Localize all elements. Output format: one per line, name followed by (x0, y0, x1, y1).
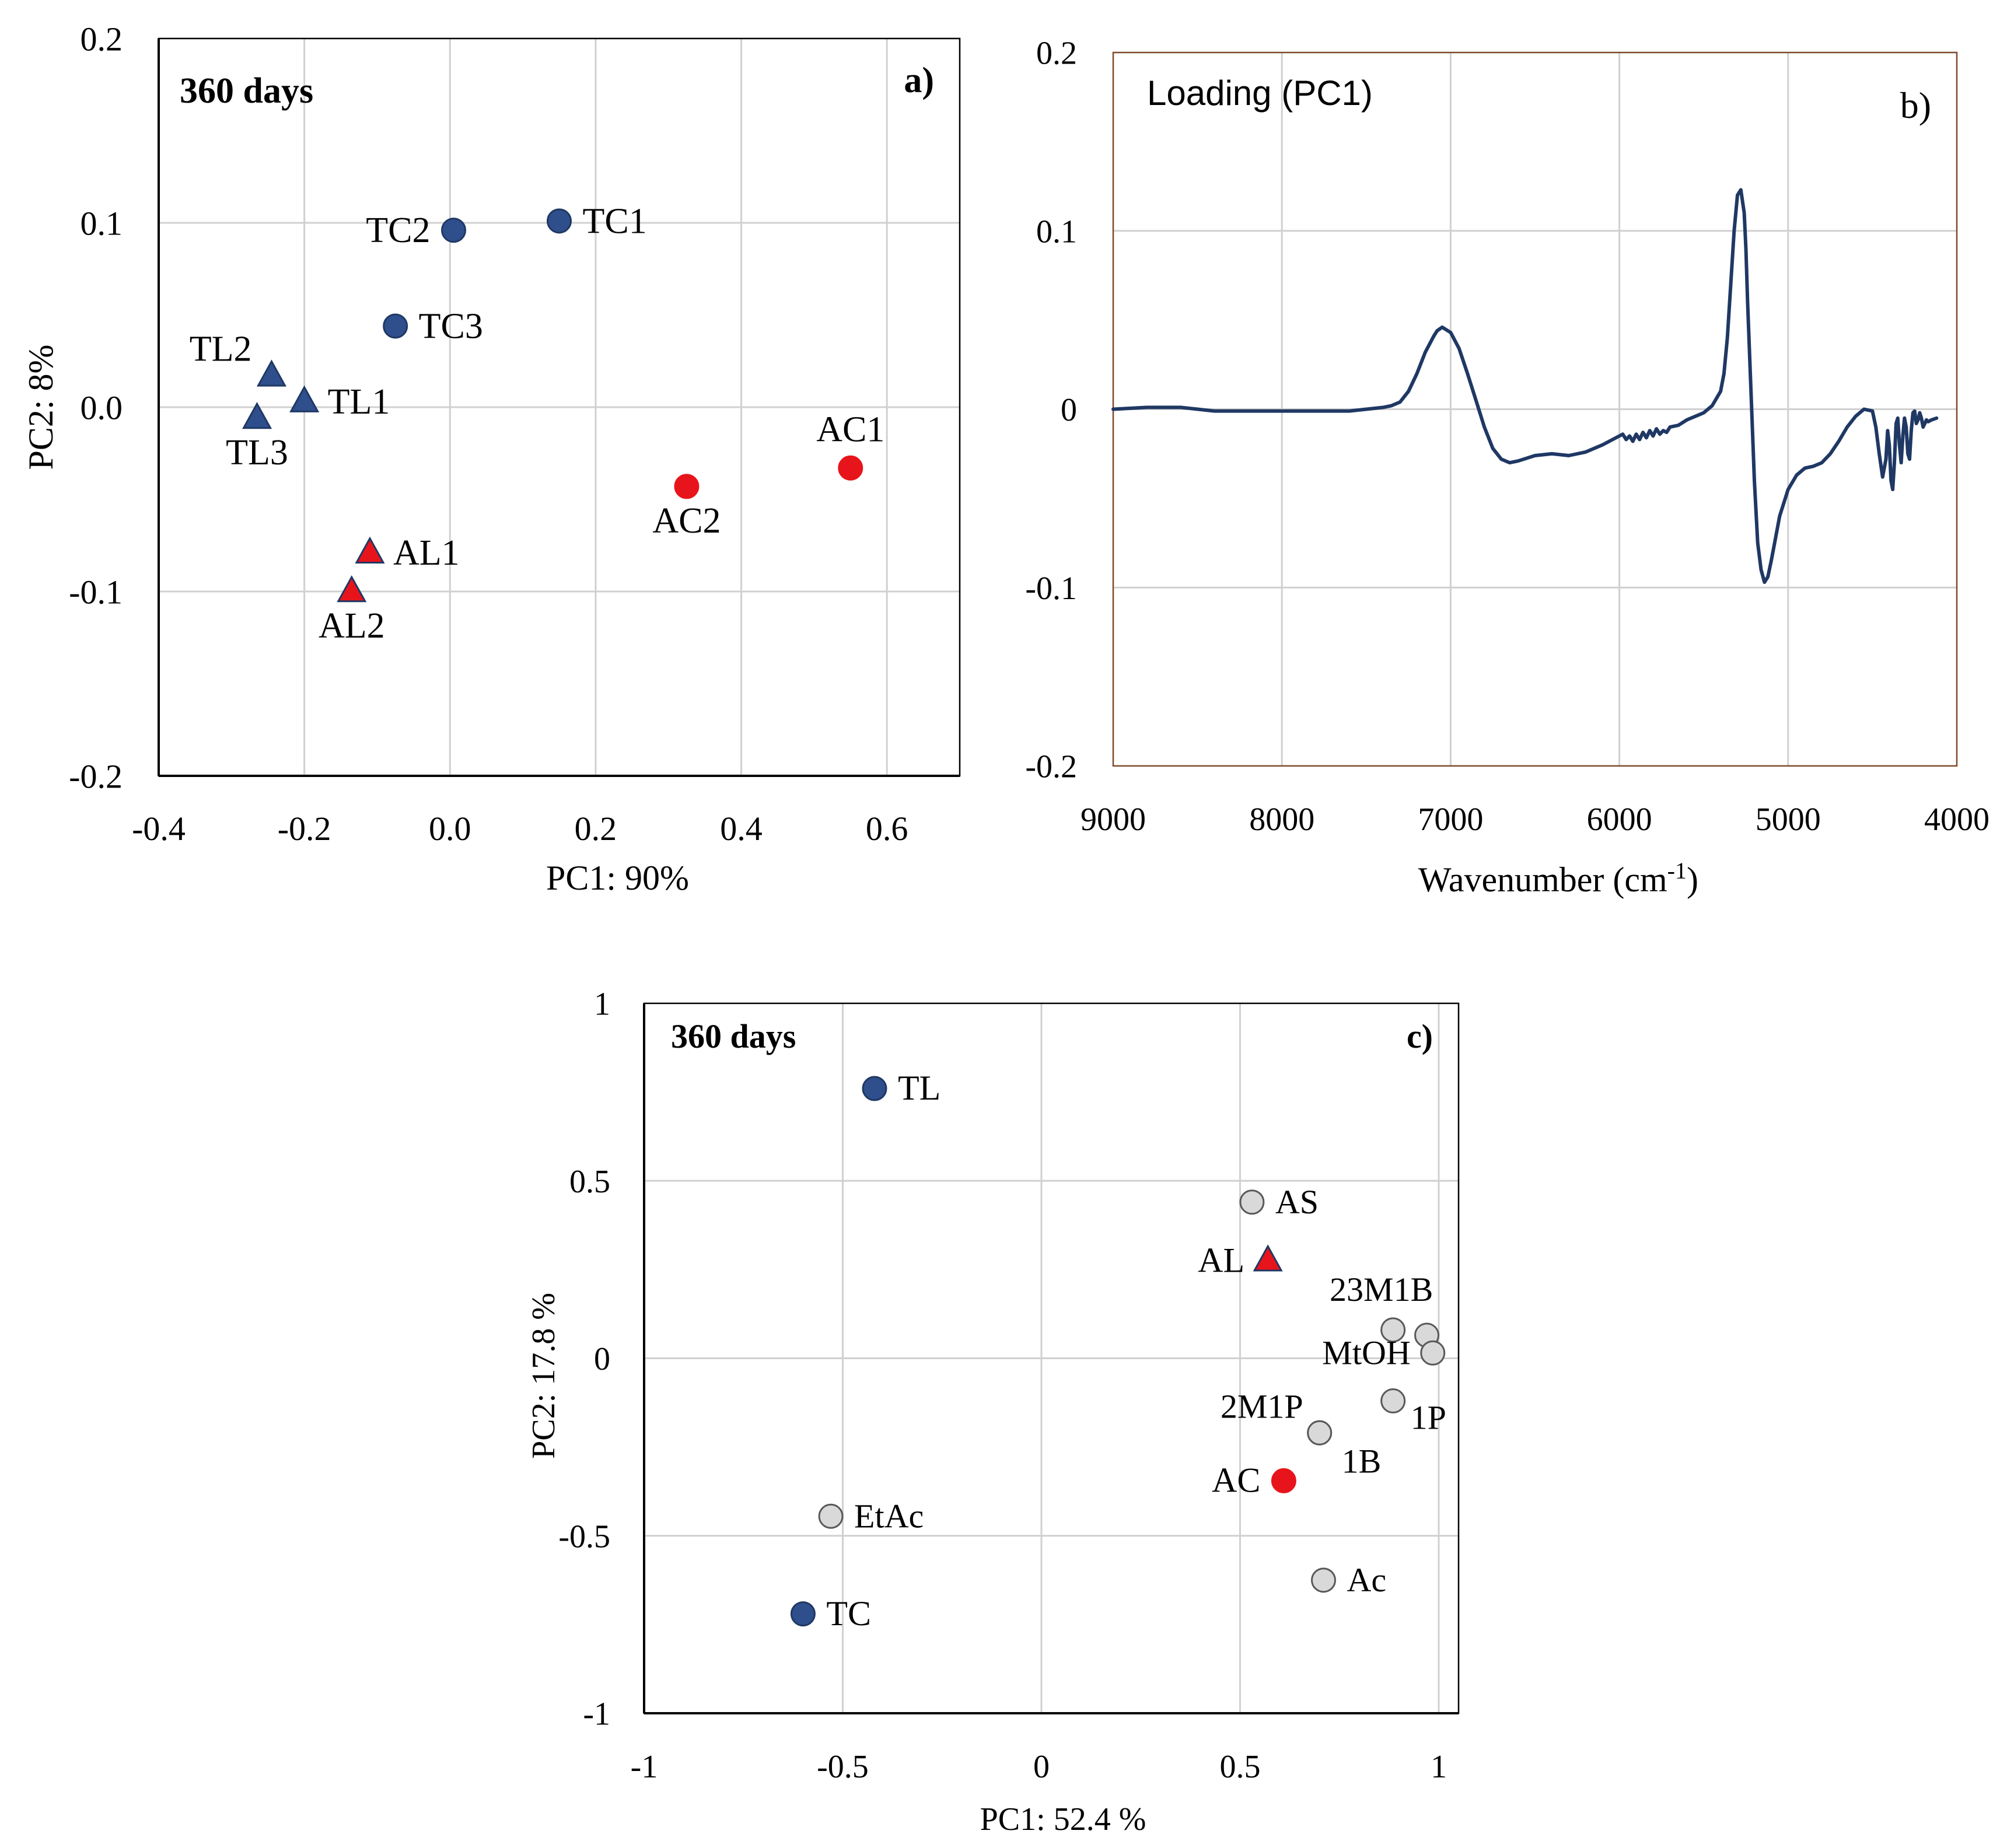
y-tick-label: 0.5 (569, 1164, 610, 1200)
y-tick-label: 0.1 (81, 204, 123, 242)
point-label: 1B (1342, 1442, 1382, 1480)
point-label: AC1 (816, 410, 884, 449)
x-axis-title-main: Wavenumber (cm (1418, 860, 1667, 899)
data-point-triangle (337, 575, 367, 603)
data-point-triangle (256, 359, 287, 387)
point-label: TC1 (583, 201, 647, 241)
x-tick-label: -0.2 (278, 810, 331, 848)
x-tick-label: -0.5 (817, 1749, 869, 1785)
y-tick-label: 0.2 (1036, 36, 1077, 72)
point-label: AL2 (319, 606, 385, 646)
x-tick-label: 4000 (1924, 802, 1989, 838)
x-tick-label: -1 (631, 1749, 658, 1785)
data-point-circle (674, 474, 700, 499)
panel-b: 9000 8000 7000 6000 5000 4000 -0.2 -0.1 0 0.1 0.2 L… (1025, 36, 1989, 899)
loading-line (1111, 188, 1939, 584)
point-label: 23M1B (1330, 1270, 1433, 1308)
panel-label: c) (1407, 1017, 1433, 1055)
x-tick-label: 7000 (1418, 802, 1483, 838)
panel-a: -0.4 -0.2 0.0 0.2 0.4 0.6-0.2-0.10.00.10.2360… (22, 20, 961, 897)
point-label: AL (1198, 1241, 1244, 1279)
point-label: TC2 (366, 211, 430, 250)
x-axis-title: Wavenumber (cm-1) (1418, 858, 1698, 899)
y-axis-title: PC2: 8% (22, 344, 60, 470)
x-tick-label: 8000 (1249, 802, 1314, 838)
point-label: TC3 (419, 306, 483, 346)
y-tick-label: 0 (594, 1341, 610, 1377)
y-tick-label: 0 (1061, 392, 1077, 428)
data-point-circle (862, 1076, 887, 1101)
x-axis-title: PC1: 90% (546, 859, 689, 897)
y-tick-label: 0.2 (81, 20, 123, 58)
data-point-circle (1239, 1189, 1265, 1215)
panel-title: 360 days (671, 1017, 796, 1055)
x-tick-label: -0.4 (132, 810, 186, 848)
x-tick-label: 0.6 (866, 810, 908, 848)
y-tick-label: 0.1 (1036, 214, 1077, 250)
data-point-circle (1380, 1317, 1406, 1343)
x-tick-label: 6000 (1587, 802, 1652, 838)
panel-title: 360 days (180, 71, 313, 111)
point-label: TL1 (328, 382, 390, 422)
point-label: AS (1275, 1183, 1319, 1221)
x-tick-label: 0.0 (429, 810, 471, 848)
data-point-circle (1420, 1340, 1446, 1366)
point-label: 1P (1411, 1399, 1446, 1437)
point-label: 2M1P (1221, 1387, 1303, 1425)
data-point-triangle (355, 536, 385, 564)
y-tick-label: -0.2 (69, 757, 123, 795)
data-point-circle (1307, 1420, 1333, 1446)
point-label: MtOH (1322, 1334, 1410, 1372)
point-label: TL2 (190, 329, 252, 369)
point-label: TL3 (226, 433, 288, 473)
point-label: EtAc (854, 1497, 924, 1535)
data-point-circle (818, 1503, 844, 1529)
y-axis-title: PC2: 17.8 % (526, 1293, 562, 1459)
point-label: TC (826, 1594, 871, 1633)
data-point-triangle (242, 402, 272, 429)
x-axis-title-sup: -1 (1667, 858, 1687, 884)
data-point-circle (441, 218, 467, 243)
data-point-circle (790, 1601, 816, 1627)
point-label: AC2 (652, 501, 721, 541)
y-tick-label: -0.2 (1025, 749, 1077, 785)
point-label: Ac (1347, 1561, 1386, 1599)
y-tick-label: 0.0 (81, 388, 123, 426)
y-tick-label: -0.1 (69, 573, 123, 611)
x-axis-title: PC1: 52.4 % (980, 1801, 1146, 1838)
panel-label: a) (904, 61, 934, 100)
x-tick-label: 0.2 (575, 810, 617, 848)
data-point-circle (838, 455, 863, 481)
data-point-circle (1310, 1567, 1336, 1593)
x-tick-label: 1 (1431, 1749, 1447, 1785)
y-tick-label: -1 (583, 1696, 610, 1732)
panel-c: -1 -0.5 0 0.5 1 -1 -0.5 0 0.5 1 360 days c) PC1: 52.… (526, 986, 1460, 1838)
point-label: AL1 (393, 533, 460, 573)
x-tick-label: 0.4 (720, 810, 763, 848)
point-label: AC (1212, 1461, 1260, 1500)
data-point-triangle (289, 385, 320, 412)
x-axis-title-end: ) (1687, 860, 1698, 899)
data-point-triangle (1253, 1244, 1283, 1272)
data-point-circle (547, 208, 572, 234)
x-tick-label: 0.5 (1219, 1749, 1260, 1785)
y-tick-label: -0.1 (1025, 570, 1077, 607)
data-point-circle (1380, 1388, 1406, 1414)
x-tick-label: 9000 (1081, 802, 1146, 838)
panel-label: b) (1900, 85, 1931, 126)
y-tick-label: 1 (594, 986, 610, 1023)
y-tick-label: -0.5 (558, 1518, 610, 1555)
panel-title: Loading (PC1) (1147, 74, 1373, 113)
data-point-circle (1271, 1468, 1296, 1493)
point-label: TL (898, 1069, 940, 1107)
x-tick-label: 0 (1033, 1749, 1050, 1785)
data-point-circle (383, 313, 408, 339)
x-tick-label: 5000 (1756, 802, 1821, 838)
